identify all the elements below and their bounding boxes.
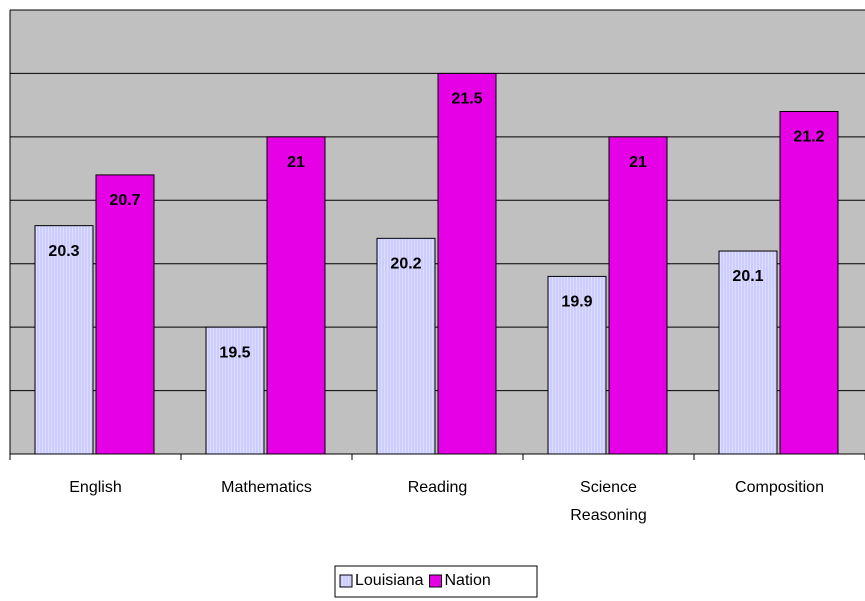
bar bbox=[376, 237, 436, 455]
bar bbox=[547, 275, 607, 455]
value-label: 19.5 bbox=[219, 344, 250, 361]
x-tick-label: Science Reasoning bbox=[570, 479, 647, 524]
bar bbox=[266, 136, 326, 455]
value-label: 20.1 bbox=[732, 268, 763, 285]
bar bbox=[718, 250, 778, 455]
legend-label: Nation bbox=[445, 572, 491, 589]
legend-swatch bbox=[339, 574, 353, 588]
value-label: 19.9 bbox=[561, 294, 592, 311]
x-tick-label: Mathematics bbox=[221, 479, 312, 496]
value-label: 20.7 bbox=[109, 192, 140, 209]
bar bbox=[779, 110, 839, 455]
value-label: 21 bbox=[287, 154, 305, 171]
x-tick-label: Composition bbox=[735, 479, 824, 496]
legend-swatch bbox=[429, 574, 442, 588]
value-label: 21.2 bbox=[793, 129, 824, 146]
bar bbox=[437, 72, 497, 455]
bar bbox=[205, 326, 265, 455]
x-tick-label: Reading bbox=[408, 479, 468, 496]
value-label: 21 bbox=[629, 154, 647, 171]
value-label: 20.2 bbox=[390, 256, 421, 273]
bar bbox=[95, 174, 155, 455]
bar bbox=[608, 136, 668, 455]
bar bbox=[34, 225, 94, 455]
x-tick-label: English bbox=[69, 479, 121, 496]
value-label: 20.3 bbox=[48, 243, 79, 260]
value-label: 21.5 bbox=[451, 91, 482, 108]
legend-label: Louisiana bbox=[355, 572, 424, 589]
